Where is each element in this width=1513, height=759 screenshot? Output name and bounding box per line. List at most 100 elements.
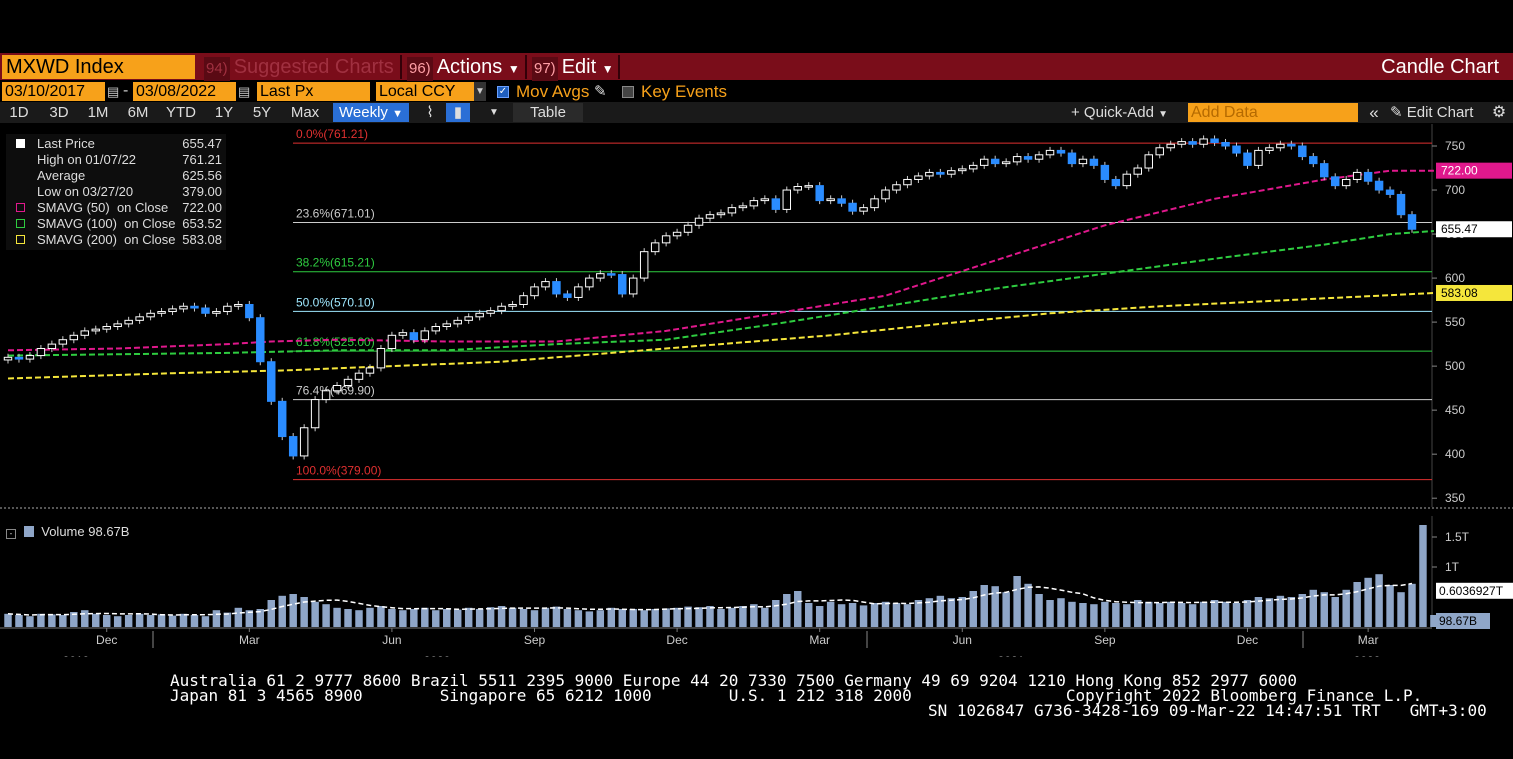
- candle-body: [508, 303, 517, 307]
- period-max-button[interactable]: Max: [290, 104, 320, 121]
- ticker-field[interactable]: MXWD Index: [2, 55, 195, 79]
- volume-bar: [92, 613, 100, 627]
- volume-bar: [508, 607, 517, 627]
- volume-bar: [585, 611, 594, 627]
- period-ytd-button[interactable]: YTD: [166, 104, 196, 121]
- volume-bar: [552, 606, 561, 627]
- volume-bar: [925, 598, 934, 627]
- menu-actions[interactable]: 96) Actions ▼: [407, 55, 520, 81]
- x-month-label: Mar: [239, 633, 260, 647]
- pencil-icon[interactable]: ✎: [594, 83, 607, 100]
- legend-toggle-icon[interactable]: -: [6, 529, 16, 539]
- collapse-icon[interactable]: «: [1369, 103, 1379, 122]
- volume-avg-badge-bg: [1436, 582, 1513, 599]
- candle-body: [1385, 189, 1395, 195]
- candle-body: [881, 189, 890, 200]
- volume-bar: [15, 615, 23, 627]
- price-chart[interactable]: 0.0%(761.21) 23.6%(671.01) 38.2%(615.21) 50…: [0, 124, 1513, 657]
- currency-select[interactable]: Local CCY: [376, 82, 474, 101]
- calendar-icon[interactable]: ▤: [107, 84, 120, 99]
- frequency-label: Weekly: [339, 104, 388, 121]
- candle-body: [563, 293, 572, 298]
- legend-row: SMAVG (100) on Close 653.52: [6, 216, 222, 232]
- volume-bar: [366, 607, 374, 627]
- menu-suggested-number: 94): [204, 57, 230, 81]
- volume-bar: [794, 591, 802, 627]
- candle-body: [1111, 178, 1121, 187]
- volume-bar: [640, 610, 648, 627]
- candle-body: [1199, 138, 1208, 145]
- period-5y-button[interactable]: 5Y: [252, 104, 272, 121]
- edit-chart-label: Edit Chart: [1406, 104, 1474, 121]
- y-tick-label: 600: [1445, 271, 1465, 285]
- legend-swatch: [16, 155, 25, 164]
- volume-bar: [322, 604, 330, 627]
- candle-body: [321, 390, 331, 401]
- candle-body: [36, 348, 46, 357]
- x-month-label: Dec: [96, 633, 117, 647]
- end-date-input[interactable]: 03/08/2022: [133, 82, 236, 101]
- volume-bar: [1232, 603, 1241, 627]
- footer-contacts-line2: Japan 81 3 4565 8900 Singapore 65 6212 1…: [170, 686, 1423, 705]
- chevron-down-icon[interactable]: ▼: [489, 107, 499, 118]
- volume-bar: [311, 601, 319, 627]
- legend-swatch: [16, 139, 25, 148]
- quick-add-button[interactable]: + Quick-Add ▼: [1071, 103, 1183, 122]
- volume-bar: [124, 615, 133, 627]
- legend-value: 761.21: [182, 152, 222, 167]
- candle-body: [288, 436, 298, 457]
- calendar-icon[interactable]: ▤: [238, 84, 251, 99]
- frequency-dropdown[interactable]: Weekly ▼: [333, 103, 409, 122]
- menu-edit-number: 97): [532, 57, 558, 81]
- title-bar: [0, 53, 1513, 80]
- volume-bar: [870, 603, 879, 627]
- volume-bar: [70, 612, 78, 627]
- start-date-input[interactable]: 03/10/2017: [2, 82, 105, 101]
- candle-body: [749, 200, 759, 207]
- menu-suggested-charts[interactable]: 94) Suggested Charts: [204, 55, 394, 81]
- volume-bar: [26, 616, 34, 627]
- menu-edit[interactable]: 97) Edit ▼: [532, 55, 614, 81]
- candle-body: [1232, 145, 1241, 154]
- volume-bar: [969, 591, 977, 627]
- period-6m-button[interactable]: 6M: [127, 104, 149, 121]
- period-1y-button[interactable]: 1Y: [214, 104, 234, 121]
- fib-label: 50.0%(570.10): [296, 295, 375, 309]
- candle-body: [223, 305, 232, 313]
- volume-bar: [574, 610, 583, 627]
- gear-icon[interactable]: ⚙: [1491, 104, 1507, 121]
- candle-body: [398, 332, 408, 336]
- candle-body: [738, 205, 748, 209]
- period-1m-button[interactable]: 1M: [87, 104, 109, 121]
- field-select[interactable]: Last Px: [257, 82, 370, 101]
- volume-bar: [223, 612, 232, 627]
- chevron-down-icon[interactable]: ▼: [474, 82, 486, 101]
- candle-body: [585, 277, 594, 288]
- legend-row: Last Price 655.47: [6, 136, 222, 152]
- candle-body: [442, 323, 451, 328]
- volume-bar: [980, 585, 988, 627]
- footer-contacts-line1: Australia 61 2 9777 8600 Brazil 5511 239…: [170, 671, 1298, 690]
- candle-body: [639, 251, 649, 279]
- candle-body: [256, 317, 265, 363]
- candle-body: [1067, 152, 1077, 165]
- candle-body: [1089, 158, 1099, 166]
- mov-avgs-checkbox[interactable]: ✓: [497, 86, 509, 98]
- period-3d-button[interactable]: 3D: [49, 104, 69, 121]
- candle-body: [804, 185, 813, 188]
- candle-body: [234, 303, 243, 307]
- candle-body: [1210, 138, 1219, 143]
- volume-bar: [1320, 592, 1328, 627]
- legend-row: SMAVG (200) on Close 583.08: [6, 232, 222, 248]
- line-chart-icon[interactable]: ⌇: [426, 104, 434, 121]
- candle-chart-icon[interactable]: ▮: [446, 103, 470, 122]
- candle-body: [299, 427, 309, 457]
- candle-body: [990, 158, 1000, 165]
- table-button[interactable]: Table: [513, 103, 583, 122]
- add-data-input[interactable]: Add Data: [1188, 103, 1358, 122]
- volume-bar: [4, 613, 12, 627]
- period-1d-button[interactable]: 1D: [9, 104, 29, 121]
- volume-bar: [804, 603, 813, 627]
- edit-chart-button[interactable]: ✎ Edit Chart: [1390, 103, 1482, 122]
- key-events-checkbox[interactable]: [622, 86, 634, 98]
